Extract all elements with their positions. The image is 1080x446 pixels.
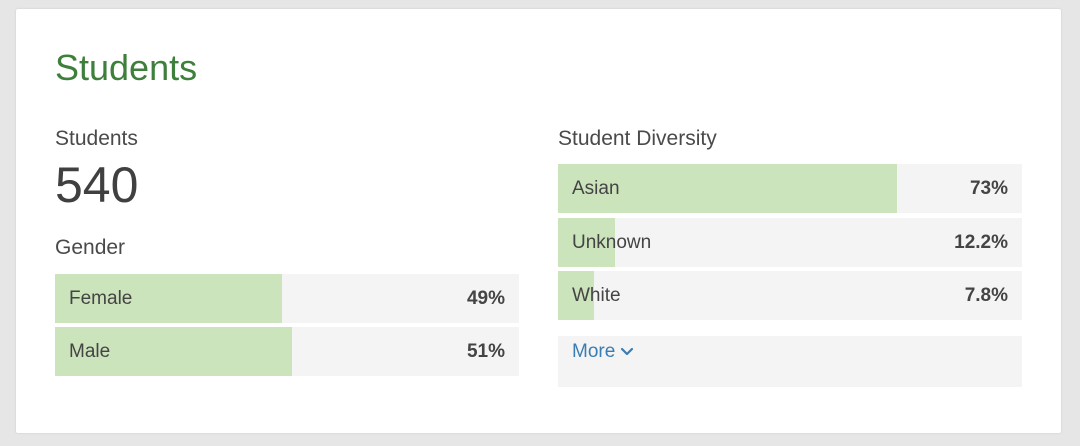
diversity-bar-fill-unknown bbox=[558, 218, 615, 267]
diversity-row-value: 12.2% bbox=[954, 232, 1008, 253]
diversity-row-label: White bbox=[572, 285, 621, 306]
diversity-row-value: 73% bbox=[969, 178, 1008, 199]
gender-row-value: 49% bbox=[466, 288, 505, 309]
gender-bar-fill-female bbox=[55, 274, 283, 323]
more-link[interactable]: More bbox=[572, 340, 634, 364]
more-link-label: More bbox=[572, 341, 616, 362]
gender-label: Gender bbox=[55, 236, 126, 259]
diversity-row-unknown: Unknown 12.2% bbox=[558, 218, 1022, 267]
diversity-row-label: Unknown bbox=[572, 232, 652, 253]
more-row: More bbox=[558, 336, 1022, 387]
gender-row-label: Male bbox=[69, 341, 111, 362]
gender-row-female: Female 49% bbox=[55, 274, 519, 323]
diversity-row-asian: Asian 73% bbox=[558, 164, 1022, 213]
gender-row-label: Female bbox=[69, 288, 133, 309]
card-title: Students bbox=[55, 47, 198, 88]
gender-row-male: Male 51% bbox=[55, 327, 519, 376]
chevron-down-icon bbox=[621, 347, 634, 356]
students-label: Students bbox=[55, 127, 138, 150]
gender-bar-fill-male bbox=[55, 327, 292, 376]
diversity-row-white: White 7.8% bbox=[558, 271, 1022, 320]
students-count: 540 bbox=[55, 157, 139, 213]
diversity-bar-fill-white bbox=[558, 271, 595, 320]
diversity-row-label: Asian bbox=[572, 178, 620, 199]
students-card: Students Students 540 Gender Female 49% … bbox=[16, 9, 1061, 433]
diversity-bar-fill-asian bbox=[558, 164, 897, 213]
diversity-row-value: 7.8% bbox=[964, 285, 1008, 306]
diversity-label: Student Diversity bbox=[558, 127, 717, 150]
gender-row-value: 51% bbox=[466, 341, 505, 362]
